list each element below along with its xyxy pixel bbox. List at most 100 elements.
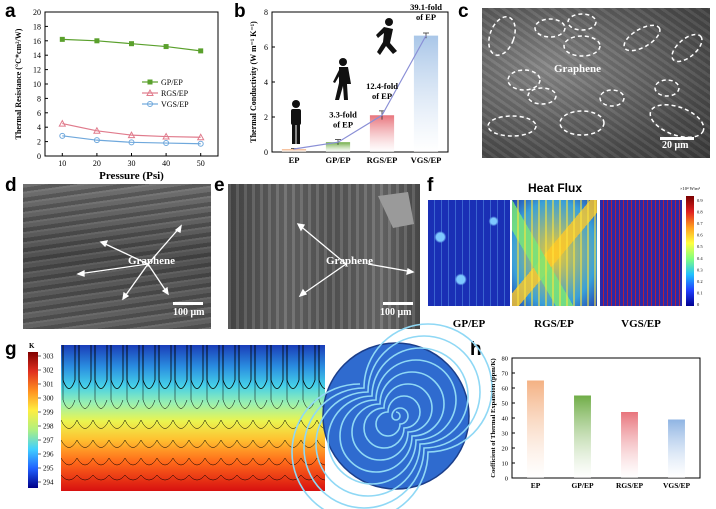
temperature-colorbar xyxy=(28,352,38,488)
panel-label-b: b xyxy=(234,1,246,22)
colorbar-tick-label: 299 xyxy=(43,409,54,417)
data-point xyxy=(94,38,100,44)
y-tick-label: 6 xyxy=(264,43,268,52)
y-tick-label: 20 xyxy=(502,446,509,453)
data-point xyxy=(162,132,170,140)
x-tick-label: 10 xyxy=(58,159,66,168)
colorbar-tick-label: 303 xyxy=(43,353,54,361)
y-tick-label: 30 xyxy=(502,431,509,438)
y-tick-label: 4 xyxy=(37,123,41,132)
x-tick-label: 40 xyxy=(162,159,170,168)
scale-bar-d xyxy=(173,302,203,305)
trend-line xyxy=(293,35,427,150)
x-tick-label: 50 xyxy=(197,159,205,168)
heat-flux-title: Heat Flux xyxy=(528,181,583,195)
colorbar-tick-label: 0 xyxy=(697,302,700,307)
y-axis-label: Coefficient of Thermal Expansion (ppm/K) xyxy=(490,358,497,477)
data-point xyxy=(198,48,204,54)
fold-annotation: of EP xyxy=(372,91,392,101)
graphene-annotation-e: Graphene xyxy=(326,255,374,267)
colorbar-tick-label: 0.8 xyxy=(697,210,703,215)
x-tick-label: GP/EP xyxy=(325,155,350,165)
y-axis-label: Thermal Resistance (°C*cm²/W) xyxy=(14,28,23,139)
graphene-annotation-d: Graphene xyxy=(128,255,176,267)
graphene-annotation-c: Graphene xyxy=(554,63,602,75)
data-point xyxy=(129,41,134,47)
x-tick-label: 30 xyxy=(128,159,136,168)
colorbar-tick-label: 298 xyxy=(43,423,54,431)
data-point xyxy=(197,140,204,147)
heat-flux-map-vgs xyxy=(600,200,682,306)
x-tick-label: EP xyxy=(531,481,541,490)
x-axis-label: Pressure (Psi) xyxy=(99,170,164,182)
legend-label: VGS/EP xyxy=(161,100,189,109)
y-tick-label: 16 xyxy=(33,37,41,46)
data-point xyxy=(163,140,170,147)
y-tick-label: 20 xyxy=(33,8,41,17)
y-tick-label: 8 xyxy=(37,94,41,103)
walking-person-icon xyxy=(333,58,351,100)
temperature-field-map xyxy=(61,345,325,491)
y-tick-label: 50 xyxy=(502,401,509,408)
y-axis-label: Thermal Conductivity (W m⁻¹ K⁻¹) xyxy=(249,21,258,143)
sample-label: VGS/EP xyxy=(621,318,661,330)
fold-annotation: of EP xyxy=(416,12,436,22)
heat-flux-colorbar-unit: ×10⁴ W/m² xyxy=(680,186,700,191)
temperature-unit: K xyxy=(29,342,35,350)
x-tick-label: EP xyxy=(289,155,300,165)
colorbar-tick-label: 0.3 xyxy=(697,267,703,272)
y-tick-label: 14 xyxy=(33,51,41,60)
colorbar-tick-label: 300 xyxy=(43,395,54,403)
y-tick-label: 6 xyxy=(37,109,41,118)
y-tick-label: 18 xyxy=(33,22,41,31)
colorbar-tick-label: 295 xyxy=(43,465,54,473)
colorbar-tick-label: 302 xyxy=(43,367,54,375)
data-point xyxy=(59,132,66,139)
data-point xyxy=(128,139,135,146)
x-tick-label: RGS/EP xyxy=(616,481,644,490)
panel-label-h: h xyxy=(470,339,482,360)
legend-label: GP/EP xyxy=(161,78,183,87)
scale-label-e: 100 μm xyxy=(380,307,412,318)
legend-marker xyxy=(147,101,153,107)
panel-label-g: g xyxy=(5,339,17,360)
colorbar-tick-label: 0.5 xyxy=(697,244,703,249)
sem-image-e: Graphene 100 μm xyxy=(228,184,420,329)
colorbar-tick-label: 301 xyxy=(43,381,54,389)
bar-gp-ep xyxy=(574,395,591,478)
y-tick-label: 10 xyxy=(33,80,41,89)
x-tick-label: 20 xyxy=(93,159,101,168)
y-tick-label: 8 xyxy=(264,8,268,17)
panel-label-d: d xyxy=(5,175,17,196)
bar-rgs-ep xyxy=(621,412,638,478)
panel-label-a: a xyxy=(5,1,16,22)
panel-label-c: c xyxy=(458,1,469,22)
fold-annotation: 12.4-fold xyxy=(366,81,398,91)
colorbar-tick-label: 0.7 xyxy=(697,221,703,226)
colorbar-tick-label: 0.2 xyxy=(697,279,703,284)
series-line-vgs-ep xyxy=(62,135,201,145)
data-point xyxy=(93,126,101,134)
colorbar-tick-label: 296 xyxy=(43,451,54,459)
y-tick-label: 10 xyxy=(502,461,509,468)
fold-annotation: 39.1-fold xyxy=(410,2,442,12)
heat-flux-map-rgs xyxy=(512,200,597,306)
colorbar-tick-label: 0.6 xyxy=(697,233,703,238)
fold-annotation: 3.3-fold xyxy=(329,110,357,120)
scale-label-d: 100 μm xyxy=(173,307,205,318)
heat-flux-map-gp xyxy=(428,200,510,306)
legend-marker xyxy=(147,79,153,85)
data-point xyxy=(58,119,67,127)
data-point xyxy=(93,137,100,144)
y-tick-label: 12 xyxy=(33,66,41,75)
bar-vgs-ep xyxy=(413,35,439,152)
x-tick-label: RGS/EP xyxy=(367,155,398,165)
bar-gp-ep xyxy=(325,142,351,152)
